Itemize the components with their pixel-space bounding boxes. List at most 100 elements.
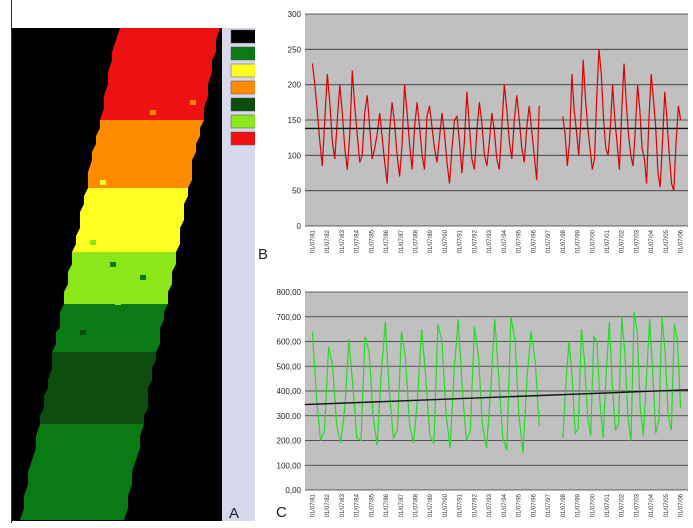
x-tick-label: 01/07/86 xyxy=(384,229,390,253)
y-tick-label: 50 xyxy=(292,187,301,196)
x-tick-label: 01/07/02 xyxy=(620,229,626,253)
map-zone-class-5 xyxy=(52,304,168,352)
y-tick-label: 100,00 xyxy=(277,461,302,470)
series-line-segment xyxy=(311,63,540,184)
map-speckle xyxy=(60,360,66,365)
x-tick-label: 01/07/83 xyxy=(340,493,346,517)
x-tick-label: 01/07/01 xyxy=(605,493,611,517)
x-tick-label: 01/07/83 xyxy=(340,229,346,253)
legend-swatch xyxy=(230,97,257,112)
y-tick-label: 600,00 xyxy=(277,338,302,347)
x-tick-label: 01/07/98 xyxy=(561,493,567,517)
map-zone-class-2 xyxy=(88,120,204,188)
x-tick-label: 01/07/99 xyxy=(576,493,582,517)
x-tick-label: 01/07/95 xyxy=(517,493,523,517)
line-chart-c-panel: 800,00 700,00 600,00 500,00 400,00 300,00 200,… xyxy=(256,262,693,523)
x-tick-label: 01/07/87 xyxy=(399,229,405,253)
classification-map-panel: 0532641 A xyxy=(0,0,259,523)
x-tick-label: 01/07/97 xyxy=(546,229,552,253)
map-speckle xyxy=(150,110,156,115)
x-tick-label: 01/07/92 xyxy=(472,493,478,517)
x-tick-label: 01/07/82 xyxy=(325,229,331,253)
line-chart-c-svg: 800,00 700,00 600,00 500,00 400,00 300,00 200,… xyxy=(277,288,689,517)
legend-swatch xyxy=(230,131,257,146)
map-zone-class-3 xyxy=(72,188,188,252)
legend-swatch xyxy=(230,114,257,129)
x-tick-label: 01/07/85 xyxy=(369,493,375,517)
x-tick-label: 01/07/89 xyxy=(428,229,434,253)
line-chart-b-svg: 300 250 200 150 100 50 0 01/07/81 01/07/82 01/07… xyxy=(288,10,688,253)
x-tick-label: 01/07/84 xyxy=(355,229,361,253)
x-tick-label: 01/07/05 xyxy=(664,229,670,253)
x-tick-label: 01/07/04 xyxy=(649,229,655,253)
y-tick-label: 100 xyxy=(288,151,302,160)
x-tick-label: 01/07/97 xyxy=(546,493,552,517)
y-tick-label: 500,00 xyxy=(277,362,302,371)
x-tick-label: 01/07/01 xyxy=(605,229,611,253)
map-zone-class-4 xyxy=(64,252,176,304)
x-tick-label: 01/07/90 xyxy=(443,493,449,517)
legend-swatch xyxy=(230,29,257,44)
trend-line xyxy=(304,389,689,406)
x-tick-label: 01/07/88 xyxy=(413,493,419,517)
x-tick-label: 01/07/81 xyxy=(310,493,316,517)
map-speckle xyxy=(190,100,196,105)
panel-letter-b: B xyxy=(258,246,269,263)
x-tick-label: 01/07/94 xyxy=(502,493,508,517)
x-tick-label: 01/07/98 xyxy=(561,229,567,253)
x-tick-label: 01/07/00 xyxy=(590,493,596,517)
y-tick-label: 300,00 xyxy=(277,412,302,421)
x-tick-label: 01/07/88 xyxy=(413,229,419,253)
map-speckle xyxy=(90,240,96,245)
x-tick-label: 01/07/90 xyxy=(443,229,449,253)
x-tick-label: 01/07/99 xyxy=(576,229,582,253)
classification-map-svg: 0532641 A xyxy=(0,0,259,523)
map-zone-class-5 xyxy=(20,424,144,520)
x-tick-label: 01/07/91 xyxy=(458,229,464,253)
y-tick-label: 200,00 xyxy=(277,437,302,446)
panel-letter-c: C xyxy=(276,504,287,521)
y-tick-label: 250 xyxy=(288,45,302,54)
legend-swatch xyxy=(230,63,257,78)
x-tick-label: 01/07/95 xyxy=(517,229,523,253)
x-tick-label: 01/07/92 xyxy=(472,229,478,253)
y-tick-label: 0 xyxy=(297,222,302,231)
x-tick-label: 01/07/96 xyxy=(531,229,537,253)
map-speckle xyxy=(100,180,106,185)
map-zone-class-1 xyxy=(100,28,220,120)
x-tick-label: 01/07/81 xyxy=(310,229,316,253)
x-tick-label: 01/07/04 xyxy=(649,493,655,517)
x-tick-label: 01/07/02 xyxy=(620,493,626,517)
y-tick-label: 800,00 xyxy=(277,288,302,297)
series-line-segment xyxy=(311,316,540,453)
x-tick-label: 01/07/91 xyxy=(458,493,464,517)
x-tick-label: 01/07/05 xyxy=(664,493,670,517)
y-tick-label: 150 xyxy=(288,116,302,125)
x-tick-label: 01/07/03 xyxy=(634,493,640,517)
x-tick-label: 01/07/85 xyxy=(369,229,375,253)
x-tick-label: 01/07/06 xyxy=(679,493,685,517)
x-tick-label: 01/07/03 xyxy=(634,229,640,253)
series-line-segment xyxy=(562,49,682,191)
x-tick-label: 01/07/94 xyxy=(502,229,508,253)
map-speckle xyxy=(80,330,86,335)
y-tick-label: 0,00 xyxy=(285,486,301,495)
map-zone-class-6 xyxy=(40,352,156,424)
y-tick-label: 200 xyxy=(288,81,302,90)
x-tick-label: 01/07/86 xyxy=(384,493,390,517)
x-tick-label: 01/07/87 xyxy=(399,493,405,517)
line-chart-b-panel: 300 250 200 150 100 50 0 01/07/81 01/07/82 01/07… xyxy=(256,0,693,263)
legend-swatch xyxy=(230,80,257,95)
x-tick-label: 01/07/93 xyxy=(487,229,493,253)
map-speckle xyxy=(140,275,146,280)
x-tick-label: 01/07/89 xyxy=(428,493,434,517)
y-tick-label: 400,00 xyxy=(277,387,302,396)
panel-letter-a: A xyxy=(229,505,239,522)
x-tick-label: 01/07/82 xyxy=(325,493,331,517)
map-speckle xyxy=(115,300,121,305)
legend-swatch xyxy=(230,46,257,61)
x-tick-label: 01/07/93 xyxy=(487,493,493,517)
map-speckle xyxy=(110,262,116,267)
x-tick-label: 01/07/96 xyxy=(531,493,537,517)
y-tick-label: 700,00 xyxy=(277,313,302,322)
